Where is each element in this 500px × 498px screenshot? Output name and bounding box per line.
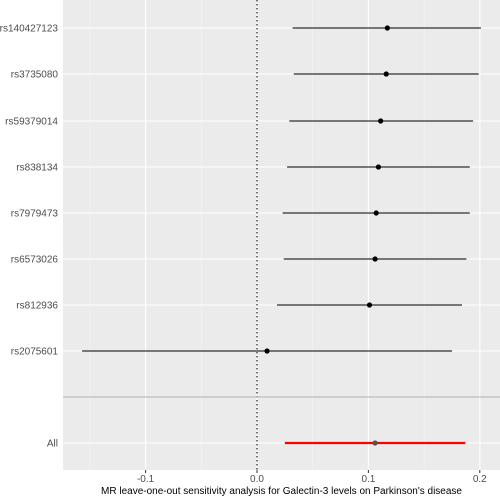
plot-panel xyxy=(63,0,500,470)
snp-label: rs3735080 xyxy=(11,70,59,81)
snp-labels: rs140427123 rs3735080 rs59379014 rs838134 rs… xyxy=(0,24,58,450)
estimate-marks xyxy=(82,25,481,446)
overall-point xyxy=(372,440,378,446)
snp-label: rs2075601 xyxy=(11,347,59,358)
snp-point xyxy=(375,164,382,170)
snp-label: rs59379014 xyxy=(5,117,58,128)
snp-point xyxy=(366,302,373,308)
overall-label: All xyxy=(47,439,58,450)
x-tick-label: 0.0 xyxy=(250,474,264,485)
snp-label: rs838134 xyxy=(16,163,58,174)
snp-point xyxy=(264,348,270,354)
snp-point xyxy=(383,71,389,77)
snp-label: rs6573026 xyxy=(11,255,59,266)
snp-label: rs812936 xyxy=(16,301,58,312)
snp-point xyxy=(373,210,379,216)
snp-point xyxy=(384,25,390,31)
x-tick-label: 0.1 xyxy=(361,474,375,485)
snp-point xyxy=(372,256,378,262)
x-tick-label: -0.1 xyxy=(137,474,155,485)
snp-label: rs140427123 xyxy=(0,24,58,35)
snp-label: rs7979473 xyxy=(11,209,59,220)
snp-point xyxy=(378,118,384,124)
x-axis-title: MR leave-one-out sensitivity analysis fo… xyxy=(101,486,462,497)
x-axis: -0.1 0.0 0.1 0.2 xyxy=(137,470,487,485)
x-tick-label: 0.2 xyxy=(473,474,487,485)
